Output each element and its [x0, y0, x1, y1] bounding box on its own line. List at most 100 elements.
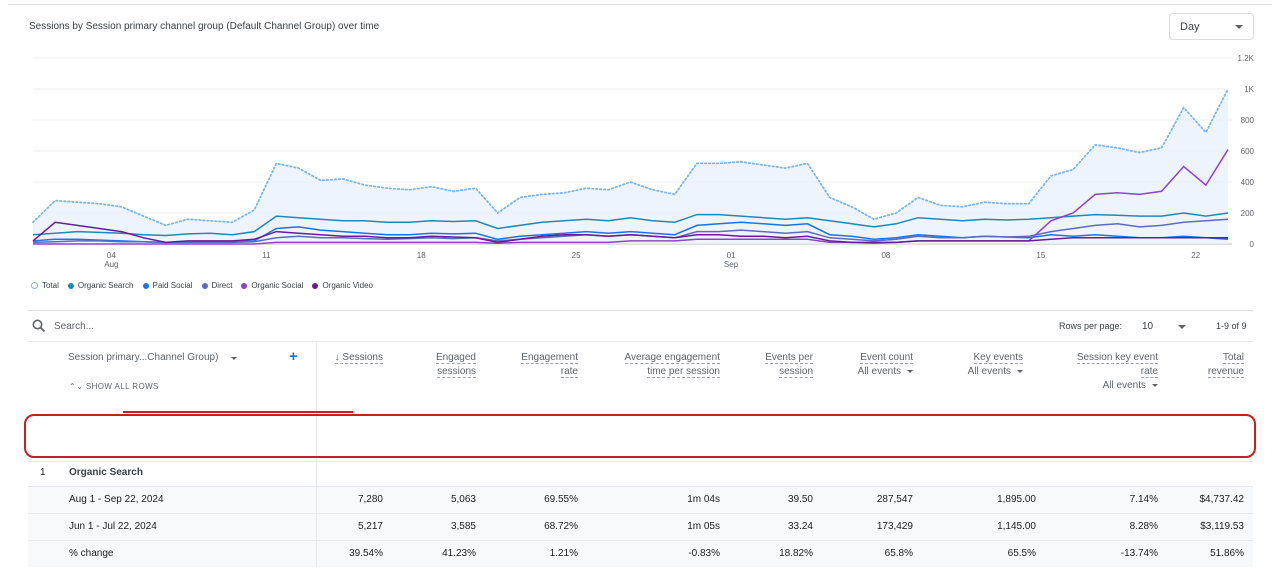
x-tick-label: 04 [107, 251, 116, 260]
legend-label: Total [42, 281, 59, 290]
total-area [33, 89, 1228, 244]
table-cell: $3,119.53 [1200, 521, 1244, 532]
chevron-down-icon [1235, 25, 1243, 29]
data-table: Search... Rows per page: 10 1-9 of 9 Ses… [28, 310, 1253, 571]
expand-icon: ⌃⌄ [69, 382, 84, 391]
event-filter-value: All events [967, 366, 1011, 377]
rows-per-page-select[interactable]: 10 [1142, 321, 1154, 332]
column-header-label: Event count [860, 352, 913, 364]
column-header-4[interactable]: Events per session [765, 351, 813, 379]
column-header-label: Key events [973, 352, 1023, 364]
x-tick-label: 08 [881, 251, 890, 260]
highlight-box [24, 414, 1256, 458]
chart-legend: Total Organic Search Paid Social Direct Orga… [31, 281, 373, 290]
legend-item[interactable]: Paid Social [142, 281, 193, 290]
table-cell: -0.83% [688, 548, 720, 559]
rows-per-page-label: Rows per page: [1059, 321, 1123, 331]
event-filter-value: All events [857, 366, 901, 377]
pagination-range: 1-9 of 9 [1216, 321, 1247, 331]
column-header-label-line2: rate [560, 366, 578, 378]
chevron-down-icon[interactable] [231, 357, 237, 360]
column-divider [316, 342, 317, 462]
column-header-8[interactable]: Total revenue [1207, 351, 1244, 379]
x-tick-label: 01 [727, 251, 736, 260]
show-all-rows-button[interactable]: ⌃⌄ SHOW ALL ROWS [69, 382, 159, 391]
legend-item[interactable]: Organic Video [312, 281, 373, 290]
y-tick-label: 0 [1250, 240, 1255, 249]
row-label: Aug 1 - Sep 22, 2024 [69, 494, 164, 505]
y-tick-label: 1K [1244, 85, 1254, 94]
chevron-down-icon[interactable] [1178, 325, 1186, 329]
chevron-down-icon [1152, 383, 1158, 387]
table-cell: $4,737.42 [1199, 494, 1245, 505]
event-filter-select[interactable]: All events [858, 365, 913, 379]
legend-label: Organic Video [322, 281, 374, 290]
series-line-organic-search [32, 212, 1229, 237]
search-icon[interactable] [32, 319, 46, 333]
table-cell: -13.74% [1120, 548, 1158, 559]
row-index: 1 [40, 467, 46, 478]
column-header-1[interactable]: Engaged sessions [435, 351, 476, 379]
y-tick-label: 600 [1241, 147, 1255, 156]
group-name: Organic Search [69, 467, 143, 478]
column-header-2[interactable]: Engagement rate [521, 351, 578, 379]
table-row: % change 39.54% 41.23% 1.21% -0.83% 18.82% 65.… [28, 540, 1253, 567]
column-divider [316, 514, 317, 540]
series-line-organic-video [32, 221, 1228, 244]
table-cell: 8.28% [1129, 521, 1158, 532]
column-header-0[interactable]: ↓ Sessions [334, 351, 383, 365]
legend-label: Paid Social [152, 281, 193, 290]
table-cell: 51.86% [1210, 548, 1244, 559]
column-header-label: ↓ Sessions [334, 352, 383, 364]
column-header-3[interactable]: Average engagement time per session [624, 351, 720, 379]
legend-swatch [201, 282, 208, 289]
table-cell: 1,895.00 [997, 494, 1036, 505]
show-all-rows-label: SHOW ALL ROWS [85, 382, 159, 391]
table-cell: 7,280 [357, 494, 383, 505]
table-cell: 65.8% [884, 548, 913, 559]
table-cell: 1m 04s [687, 494, 720, 505]
table-row: Jun 1 - Jul 22, 2024 5,217 3,585 68.72% 1m 0… [28, 513, 1253, 540]
dimension-header[interactable]: Session primary...Channel Group) [68, 352, 219, 363]
granularity-select[interactable]: Day [1169, 13, 1254, 40]
legend-swatch [312, 282, 319, 289]
column-header-label: Average engagement [624, 352, 720, 364]
column-header-5[interactable]: Event count All events [858, 351, 913, 379]
legend-item[interactable]: Direct [201, 281, 233, 290]
table-group-row: 1 Organic Search [28, 461, 1253, 486]
table-cell: 5,217 [357, 521, 383, 532]
table-cell: 41.23% [442, 548, 476, 559]
column-header-6[interactable]: Key events All events [968, 351, 1023, 379]
column-header-label-line2: revenue [1207, 366, 1244, 378]
y-tick-label: 200 [1241, 209, 1255, 218]
legend-item[interactable]: Organic Search [67, 281, 134, 290]
legend-item[interactable]: Total [31, 281, 59, 290]
x-tick-label: 15 [1036, 251, 1045, 260]
legend-label: Direct [211, 281, 233, 290]
search-input[interactable]: Search... [54, 321, 95, 332]
row-label: % change [69, 548, 114, 559]
column-header-label: Total [1222, 352, 1244, 364]
column-header-label: Events per [765, 352, 813, 364]
series-line-total [32, 88, 1229, 227]
highlight-underline [123, 411, 353, 413]
add-dimension-button[interactable]: + [289, 348, 298, 365]
chart-title: Sessions by Session primary channel grou… [29, 21, 380, 32]
column-header-7[interactable]: Session key event rate All events [1076, 351, 1158, 393]
column-header-label-line2: rate [1140, 366, 1158, 378]
event-filter-select[interactable]: All events [1077, 379, 1158, 393]
y-tick-label: 800 [1241, 116, 1255, 125]
column-header-label-line2: sessions [437, 366, 476, 378]
table-cell: 1m 05s [687, 521, 720, 532]
granularity-value: Day [1180, 21, 1200, 33]
legend-swatch [142, 282, 149, 289]
table-cell: 287,547 [876, 494, 913, 505]
table-cell: 39.50 [787, 494, 813, 505]
table-cell: 33.24 [787, 521, 813, 532]
x-tick-sublabel: Aug [104, 260, 118, 269]
event-filter-select[interactable]: All events [968, 365, 1023, 379]
column-header-label: Engagement [521, 352, 578, 364]
y-tick-label: 400 [1241, 178, 1255, 187]
table-cell: 7.14% [1129, 494, 1158, 505]
legend-item[interactable]: Organic Social [241, 281, 303, 290]
